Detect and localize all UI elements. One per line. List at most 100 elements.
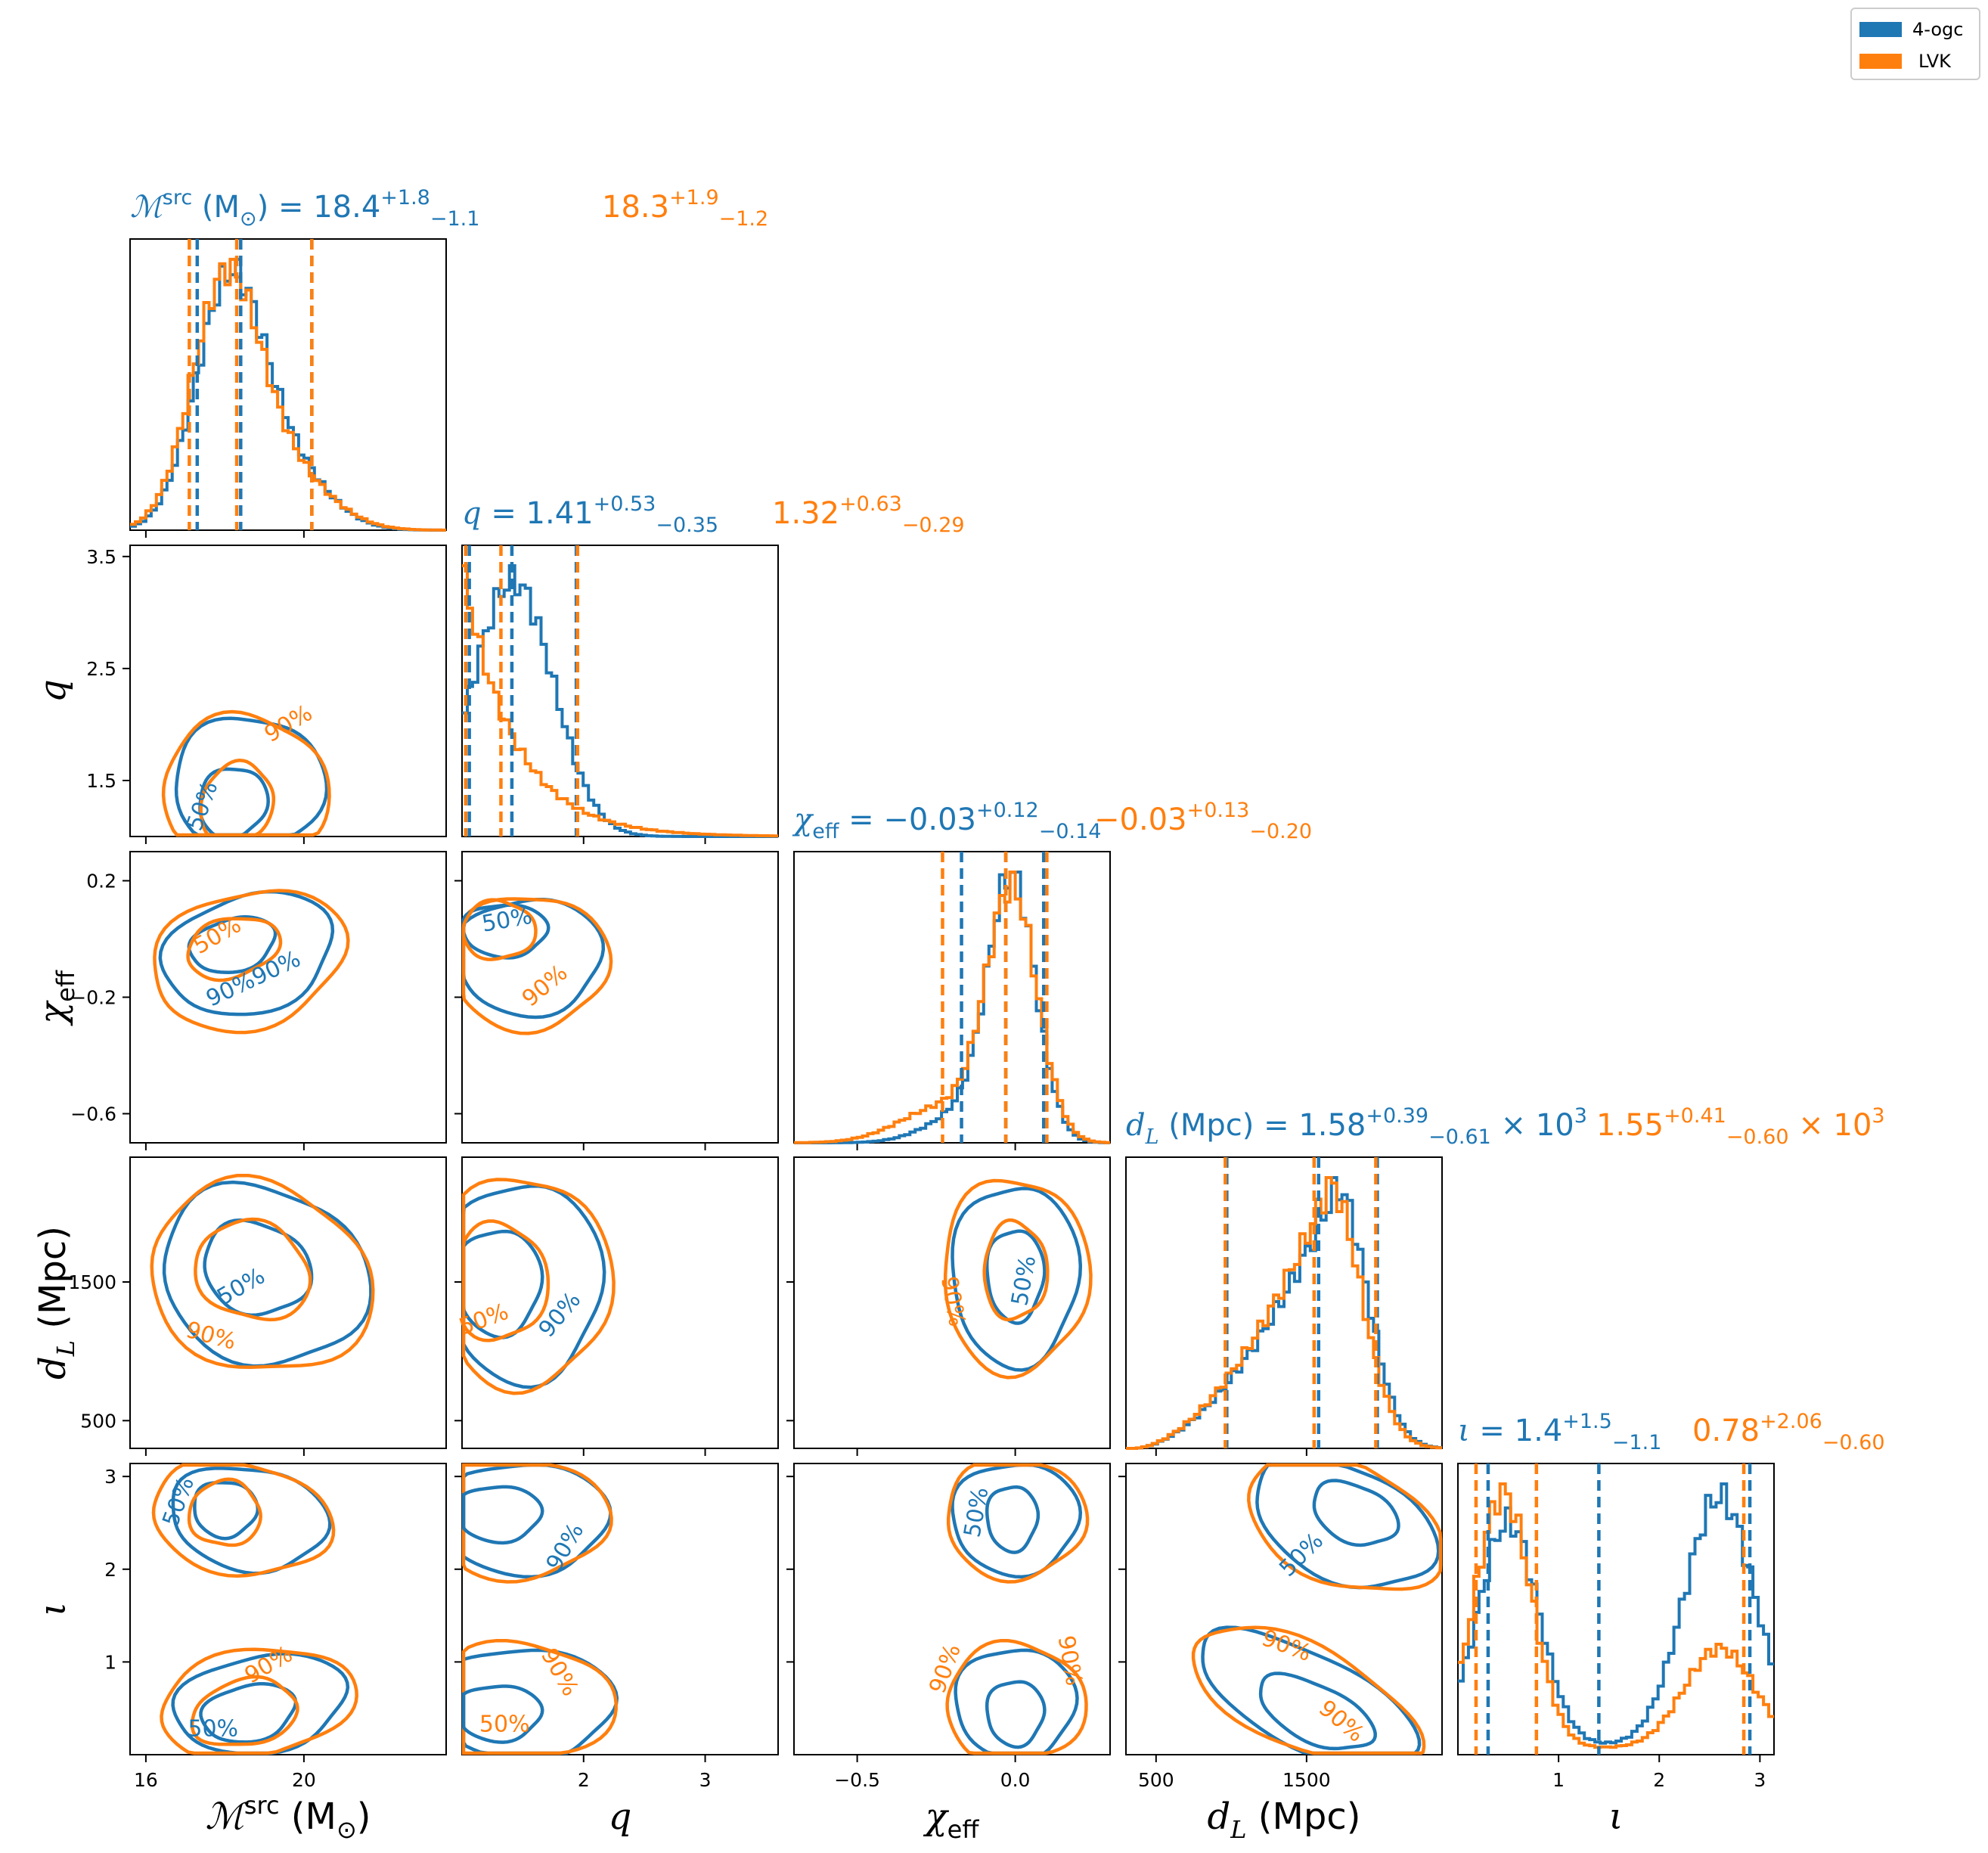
contour-lvk-90-chi_eff-dL: [943, 1178, 1093, 1380]
axes-q-chi_eff: [461, 851, 779, 1144]
contour-lvk-90-mchirp-iota: [151, 1463, 336, 1578]
contour-4ogc-50-mchirp-dL: [203, 1218, 314, 1318]
hist-4ogc-q: [462, 564, 778, 838]
legend-label-lvk: LVK: [1918, 51, 1951, 72]
contour-label: 90%: [935, 1274, 970, 1329]
x-tick-label: 3: [1754, 1769, 1766, 1791]
contour-label: 50%: [188, 1715, 238, 1742]
axes-dL-dL: [1125, 1156, 1443, 1449]
contour-lvk-90-dL-iota: [1247, 1463, 1443, 1591]
contour-4ogc-50-q-iota: [461, 1485, 544, 1545]
title-lvk-dL: 1.55+0.41−0.60 × 103: [1596, 1104, 1885, 1149]
axes-q-dL: [461, 1156, 779, 1449]
title-lvk-mchirp: 18.3+1.9−1.2: [602, 186, 768, 231]
contour-4ogc-50b-q-iota: [461, 1684, 544, 1744]
contour-label: 90%: [1313, 1695, 1369, 1748]
histograms: [130, 239, 1774, 1755]
y-tick-label: 1: [104, 1651, 116, 1673]
y-tick-label: −0.2: [70, 987, 116, 1009]
contour-lvk-90-mchirp-chi_eff: [153, 889, 350, 1035]
title-4ogc-q: q = 1.41+0.53−0.35: [462, 492, 718, 537]
y-tick-label: 3.5: [86, 546, 116, 568]
contour-label: 50%: [212, 1263, 269, 1311]
contour-label: 90%: [517, 960, 573, 1013]
x-tick-label: 2: [1653, 1769, 1665, 1791]
hist-lvk-mchirp: [130, 257, 446, 532]
legend: 4-ogc LVK: [1850, 8, 1980, 80]
y-tick-label: 3: [104, 1466, 116, 1488]
x-tick-label: 16: [134, 1769, 158, 1791]
y-tick-label: 2.5: [86, 658, 116, 680]
contour-label: 90%: [1258, 1625, 1315, 1667]
y-axis-label-dL: dL (Mpc): [32, 1226, 80, 1380]
contour-4ogc-50b-dL-iota: [1258, 1671, 1377, 1751]
contour-lvk-50-mchirp-dL: [194, 1217, 312, 1322]
y-tick-label: 500: [80, 1410, 116, 1432]
y-axis-label-iota: ι: [32, 1602, 74, 1616]
y-tick-label: 1.5: [86, 770, 116, 792]
legend-entry-4ogc: 4-ogc: [1859, 18, 1964, 41]
contour-lvk-90-q-chi_eff: [461, 897, 613, 1035]
contours: 90%50%50%90%90%50%90%50%50%90%50%90%50% 9…: [150, 700, 1443, 1755]
axes-q-iota: [461, 1463, 779, 1755]
title-lvk-iota: 0.78+2.06−0.60: [1692, 1410, 1885, 1454]
contour-4ogc-50b-mchirp-iota: [199, 1681, 298, 1744]
hist-lvk-iota: [1458, 1482, 1774, 1749]
title-4ogc-iota: ι = 1.4+1.5−1.1: [1458, 1410, 1661, 1454]
contour-4ogc-90-q-dL: [461, 1184, 606, 1389]
hist-4ogc-dL: [1126, 1176, 1442, 1450]
contour-4ogc-50-chi_eff-dL: [985, 1229, 1047, 1325]
x-tick-label: 1500: [1282, 1769, 1331, 1791]
hist-4ogc-mchirp: [130, 257, 446, 532]
y-tick-label: 2: [104, 1559, 116, 1581]
contour-lvk-90-chi_eff-iota: [946, 1463, 1090, 1584]
legend-swatch-lvk: [1859, 54, 1902, 69]
title-4ogc-dL: dL (Mpc) = 1.58+0.39−0.61 × 103: [1126, 1104, 1587, 1149]
contour-lvk-50-q-dL: [461, 1219, 550, 1342]
contour-lvk-90-q-dL: [461, 1178, 616, 1395]
contour-lvk-90b-chi_eff-iota: [945, 1638, 1088, 1755]
contour-label: 90%: [535, 1643, 584, 1700]
contour-4ogc-50-mchirp-chi_eff: [187, 914, 278, 974]
title-lvk-chi_eff: −0.03+0.13−0.20: [1094, 799, 1312, 843]
title-lvk-q: 1.32+0.63−0.29: [772, 492, 965, 537]
panel-titles: ℳsrc (M⊙) = 18.4+1.8−1.1 18.3+1.9−1.2 q = …: [130, 186, 1885, 1454]
axes-iota-iota: [1457, 1463, 1775, 1755]
contour-lvk-50-mchirp-chi_eff: [186, 917, 283, 982]
legend-entry-lvk: LVK: [1859, 50, 1951, 73]
contour-4ogc-50b-chi_eff-iota: [985, 1680, 1047, 1749]
x-tick-label: 500: [1138, 1769, 1174, 1791]
x-tick-label: 20: [292, 1769, 316, 1791]
contour-label: 90%: [1053, 1634, 1087, 1688]
x-tick-label: 2: [578, 1769, 590, 1791]
axes-mchirp-iota: [129, 1463, 447, 1755]
axes-chi_eff-iota: [793, 1463, 1111, 1755]
y-tick-label: 1500: [68, 1271, 116, 1293]
x-tick-label: 0.0: [1000, 1769, 1031, 1791]
axes-chi_eff-chi_eff: [793, 851, 1111, 1144]
title-4ogc-mchirp: ℳsrc (M⊙) = 18.4+1.8−1.1: [130, 186, 479, 231]
title-4ogc-chi_eff: χeff = −0.03+0.12−0.14: [792, 799, 1102, 843]
contour-lvk-90b-mchirp-iota: [160, 1647, 358, 1755]
x-axis-label-mchirp: ℳsrc (M⊙): [206, 1791, 371, 1844]
x-axis-label-q: q: [609, 1796, 632, 1838]
axes-mchirp-mchirp: [129, 238, 447, 531]
contour-label: 50%: [181, 778, 224, 834]
y-axis-label-chi_eff: χeff: [32, 970, 80, 1026]
contour-lvk-50-mchirp-iota: [187, 1477, 262, 1547]
x-axis-label-iota: ι: [1609, 1796, 1624, 1838]
contour-lvk-90-mchirp-dL: [150, 1173, 375, 1369]
x-tick-label: −0.5: [834, 1769, 880, 1791]
hist-lvk-q: [462, 564, 778, 838]
contour-label: 50%: [479, 1711, 530, 1737]
contour-label: 90%: [541, 1519, 590, 1575]
axes-q-q: [461, 545, 779, 837]
y-tick-label: −0.6: [70, 1103, 116, 1125]
x-tick-label: 3: [699, 1769, 712, 1791]
hist-lvk-chi_eff: [794, 871, 1110, 1144]
legend-label-4ogc: 4-ogc: [1912, 19, 1964, 40]
x-axis-label-dL: dL (Mpc): [1208, 1796, 1361, 1844]
